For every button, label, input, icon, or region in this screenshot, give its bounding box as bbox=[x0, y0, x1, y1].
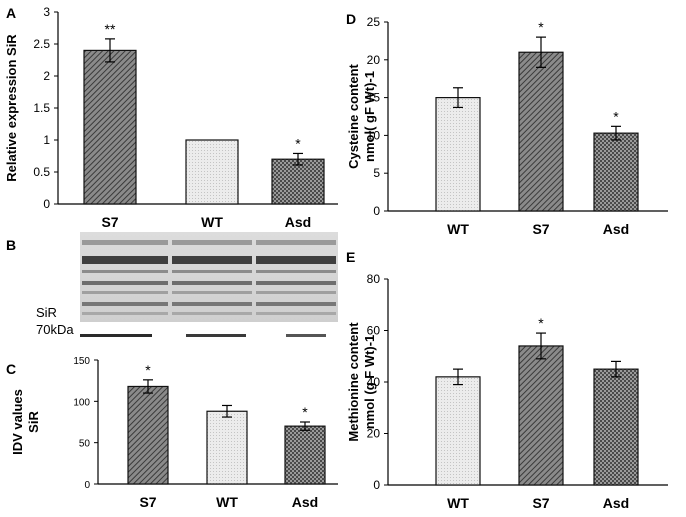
significance-e-s7: * bbox=[538, 315, 544, 331]
panel-letter-b: B bbox=[6, 237, 16, 253]
y-tick-label-c: 100 bbox=[73, 397, 90, 408]
bar-a-asd bbox=[271, 158, 325, 205]
bar-d-asd bbox=[593, 132, 639, 212]
bar-c-wt bbox=[206, 410, 248, 485]
y-tick-label-c: 150 bbox=[73, 356, 90, 367]
bar-a-s7 bbox=[83, 49, 137, 205]
y-tick-label-a: 3 bbox=[43, 5, 50, 19]
blot-label-sir: SiR bbox=[36, 305, 57, 320]
category-label-a-s7: S7 bbox=[101, 214, 118, 230]
y-tick-label-d: 25 bbox=[367, 15, 381, 29]
y-tick-label-a: 2 bbox=[43, 69, 50, 83]
significance-c-asd: * bbox=[302, 404, 308, 420]
bar-d-wt bbox=[435, 96, 481, 212]
blot-label-kda: 70kDa bbox=[36, 322, 74, 337]
category-label-c-s7: S7 bbox=[139, 494, 156, 510]
y-axis-title-a: Relative expression SiR bbox=[4, 34, 19, 182]
y-tick-label-d: 15 bbox=[367, 91, 381, 105]
category-label-e-asd: Asd bbox=[603, 495, 629, 511]
y-tick-label-d: 10 bbox=[367, 128, 381, 142]
y-tick-label-e: 20 bbox=[367, 427, 381, 441]
panel-letter-d: D bbox=[346, 11, 356, 27]
y-tick-label-a: 2.5 bbox=[33, 37, 50, 51]
y-axis-title-line-e: nmol (g F Wt)-1 bbox=[362, 335, 377, 430]
sir-band-s7 bbox=[80, 334, 152, 337]
y-axis-title-line-c: IDV values bbox=[10, 389, 25, 455]
chart-e: 0 20 40 60 80 Methionine contentnmol (g F Wt)… bbox=[346, 272, 668, 511]
y-tick-label-a: 1 bbox=[43, 133, 50, 147]
y-tick-label-e: 40 bbox=[367, 375, 381, 389]
blot-gel bbox=[80, 232, 338, 322]
y-tick-label-d: 5 bbox=[373, 166, 380, 180]
y-tick-label-e: 60 bbox=[367, 324, 381, 338]
y-axis-title-line-d: Cysteine content bbox=[346, 63, 361, 168]
y-tick-label-a: 0.5 bbox=[33, 165, 50, 179]
y-tick-label-e: 80 bbox=[367, 272, 381, 286]
western-blot: SiR 70kDa bbox=[36, 232, 338, 337]
bar-e-wt bbox=[435, 376, 481, 486]
bar-c-asd bbox=[284, 425, 326, 485]
significance-d-s7: * bbox=[538, 19, 544, 35]
sir-band-wt bbox=[186, 334, 246, 337]
y-axis-title-line-d: nmol( gF Wt)-1 bbox=[362, 71, 377, 162]
category-label-e-wt: WT bbox=[447, 495, 469, 511]
category-label-d-wt: WT bbox=[447, 221, 469, 237]
y-axis-title-line-e: Methionine content bbox=[346, 322, 361, 442]
y-tick-label-a: 1.5 bbox=[33, 101, 50, 115]
y-tick-label-c: 50 bbox=[79, 439, 91, 450]
sir-band-asd bbox=[286, 334, 326, 337]
panel-letter-c: C bbox=[6, 361, 16, 377]
blot-lanes bbox=[82, 240, 336, 315]
category-label-d-asd: Asd bbox=[603, 221, 629, 237]
panel-letter-a: A bbox=[6, 5, 16, 21]
chart-a: 0 0.5 1 1.5 2 2.5 3 Relative expression SiR ** S7… bbox=[4, 5, 338, 230]
bar-d-s7 bbox=[518, 51, 564, 212]
y-tick-label-c: 0 bbox=[84, 480, 90, 491]
chart-d: 0 5 10 15 20 25 Cysteine contentnmol( gF Wt)-1… bbox=[346, 15, 668, 237]
category-label-a-wt: WT bbox=[201, 214, 223, 230]
y-axis-title-line-c: SiR bbox=[26, 411, 41, 433]
chart-c: 0 50 100 150 IDV valuesSiR * S7 WT * Asd bbox=[10, 356, 338, 510]
y-tick-label-d: 20 bbox=[367, 53, 381, 67]
y-tick-label-e: 0 bbox=[373, 478, 380, 492]
significance-d-asd: * bbox=[613, 108, 619, 124]
y-axis-title-line-a: Relative expression SiR bbox=[4, 34, 19, 182]
significance-c-s7: * bbox=[145, 362, 151, 378]
y-tick-label-d: 0 bbox=[373, 204, 380, 218]
panel-letter-e: E bbox=[346, 249, 355, 265]
y-axis-title-e: Methionine contentnmol (g F Wt)-1 bbox=[346, 322, 377, 442]
category-label-c-asd: Asd bbox=[292, 494, 318, 510]
bar-e-asd bbox=[593, 368, 639, 486]
category-label-e-s7: S7 bbox=[532, 495, 549, 511]
category-label-a-asd: Asd bbox=[285, 214, 311, 230]
category-label-c-wt: WT bbox=[216, 494, 238, 510]
bar-a-wt bbox=[185, 139, 239, 205]
bar-e-s7 bbox=[518, 345, 564, 486]
bar-c-s7 bbox=[127, 385, 169, 485]
y-axis-title-d: Cysteine contentnmol( gF Wt)-1 bbox=[346, 63, 377, 168]
significance-a-asd: * bbox=[295, 135, 301, 151]
y-axis-title-c: IDV valuesSiR bbox=[10, 389, 41, 455]
y-tick-label-a: 0 bbox=[43, 197, 50, 211]
sir-bands bbox=[80, 334, 326, 337]
category-label-d-s7: S7 bbox=[532, 221, 549, 237]
significance-a-s7: ** bbox=[105, 21, 116, 37]
